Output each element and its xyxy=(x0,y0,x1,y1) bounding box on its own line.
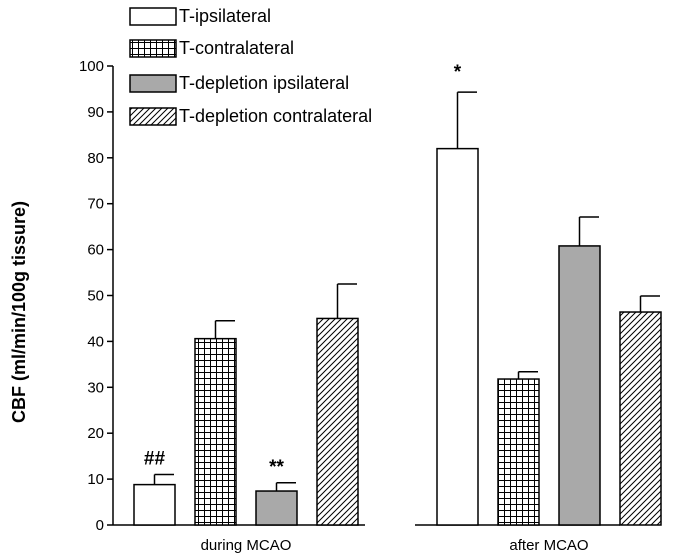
legend: T-ipsilateral T-contralateral T-depletion … xyxy=(129,6,372,126)
y-tick-label: 40 xyxy=(87,333,104,350)
y-tick-label: 100 xyxy=(79,58,104,75)
y-tick-label: 70 xyxy=(87,196,104,213)
legend-swatch xyxy=(129,7,177,26)
legend-label: T-depletion ipsilateral xyxy=(179,73,349,93)
bar xyxy=(194,337,237,526)
y-tick-label: 30 xyxy=(87,379,104,396)
y-tick-label: 90 xyxy=(87,104,104,121)
y-tick-label: 0 xyxy=(96,517,104,534)
legend-swatch xyxy=(129,39,177,58)
significance-marker: ## xyxy=(144,449,166,470)
bar xyxy=(255,490,298,526)
bar xyxy=(436,147,479,526)
bar xyxy=(619,311,662,526)
x-category-label: after MCAO xyxy=(509,537,588,554)
legend-label: T-ipsilateral xyxy=(179,6,271,26)
y-axis-label: CBF (ml/min/100g tissure) xyxy=(9,201,29,423)
significance-marker: * xyxy=(454,62,462,83)
legend-label: T-depletion contralateral xyxy=(179,106,372,126)
legend-swatch xyxy=(129,74,177,93)
bars: ## *** xyxy=(133,62,662,526)
legend-label: T-contralateral xyxy=(179,38,294,58)
y-tick-label: 50 xyxy=(87,288,104,305)
bar xyxy=(133,483,176,526)
y-tick-label: 60 xyxy=(87,242,104,259)
significance-marker: ** xyxy=(269,457,284,478)
y-tick-label: 20 xyxy=(87,425,104,442)
y-tick-label: 10 xyxy=(87,471,104,488)
x-category-label: during MCAO xyxy=(201,537,292,554)
bar xyxy=(316,317,359,526)
bar xyxy=(497,378,540,526)
y-tick-label: 80 xyxy=(87,150,104,167)
legend-swatch xyxy=(129,107,177,126)
bar xyxy=(558,245,601,526)
